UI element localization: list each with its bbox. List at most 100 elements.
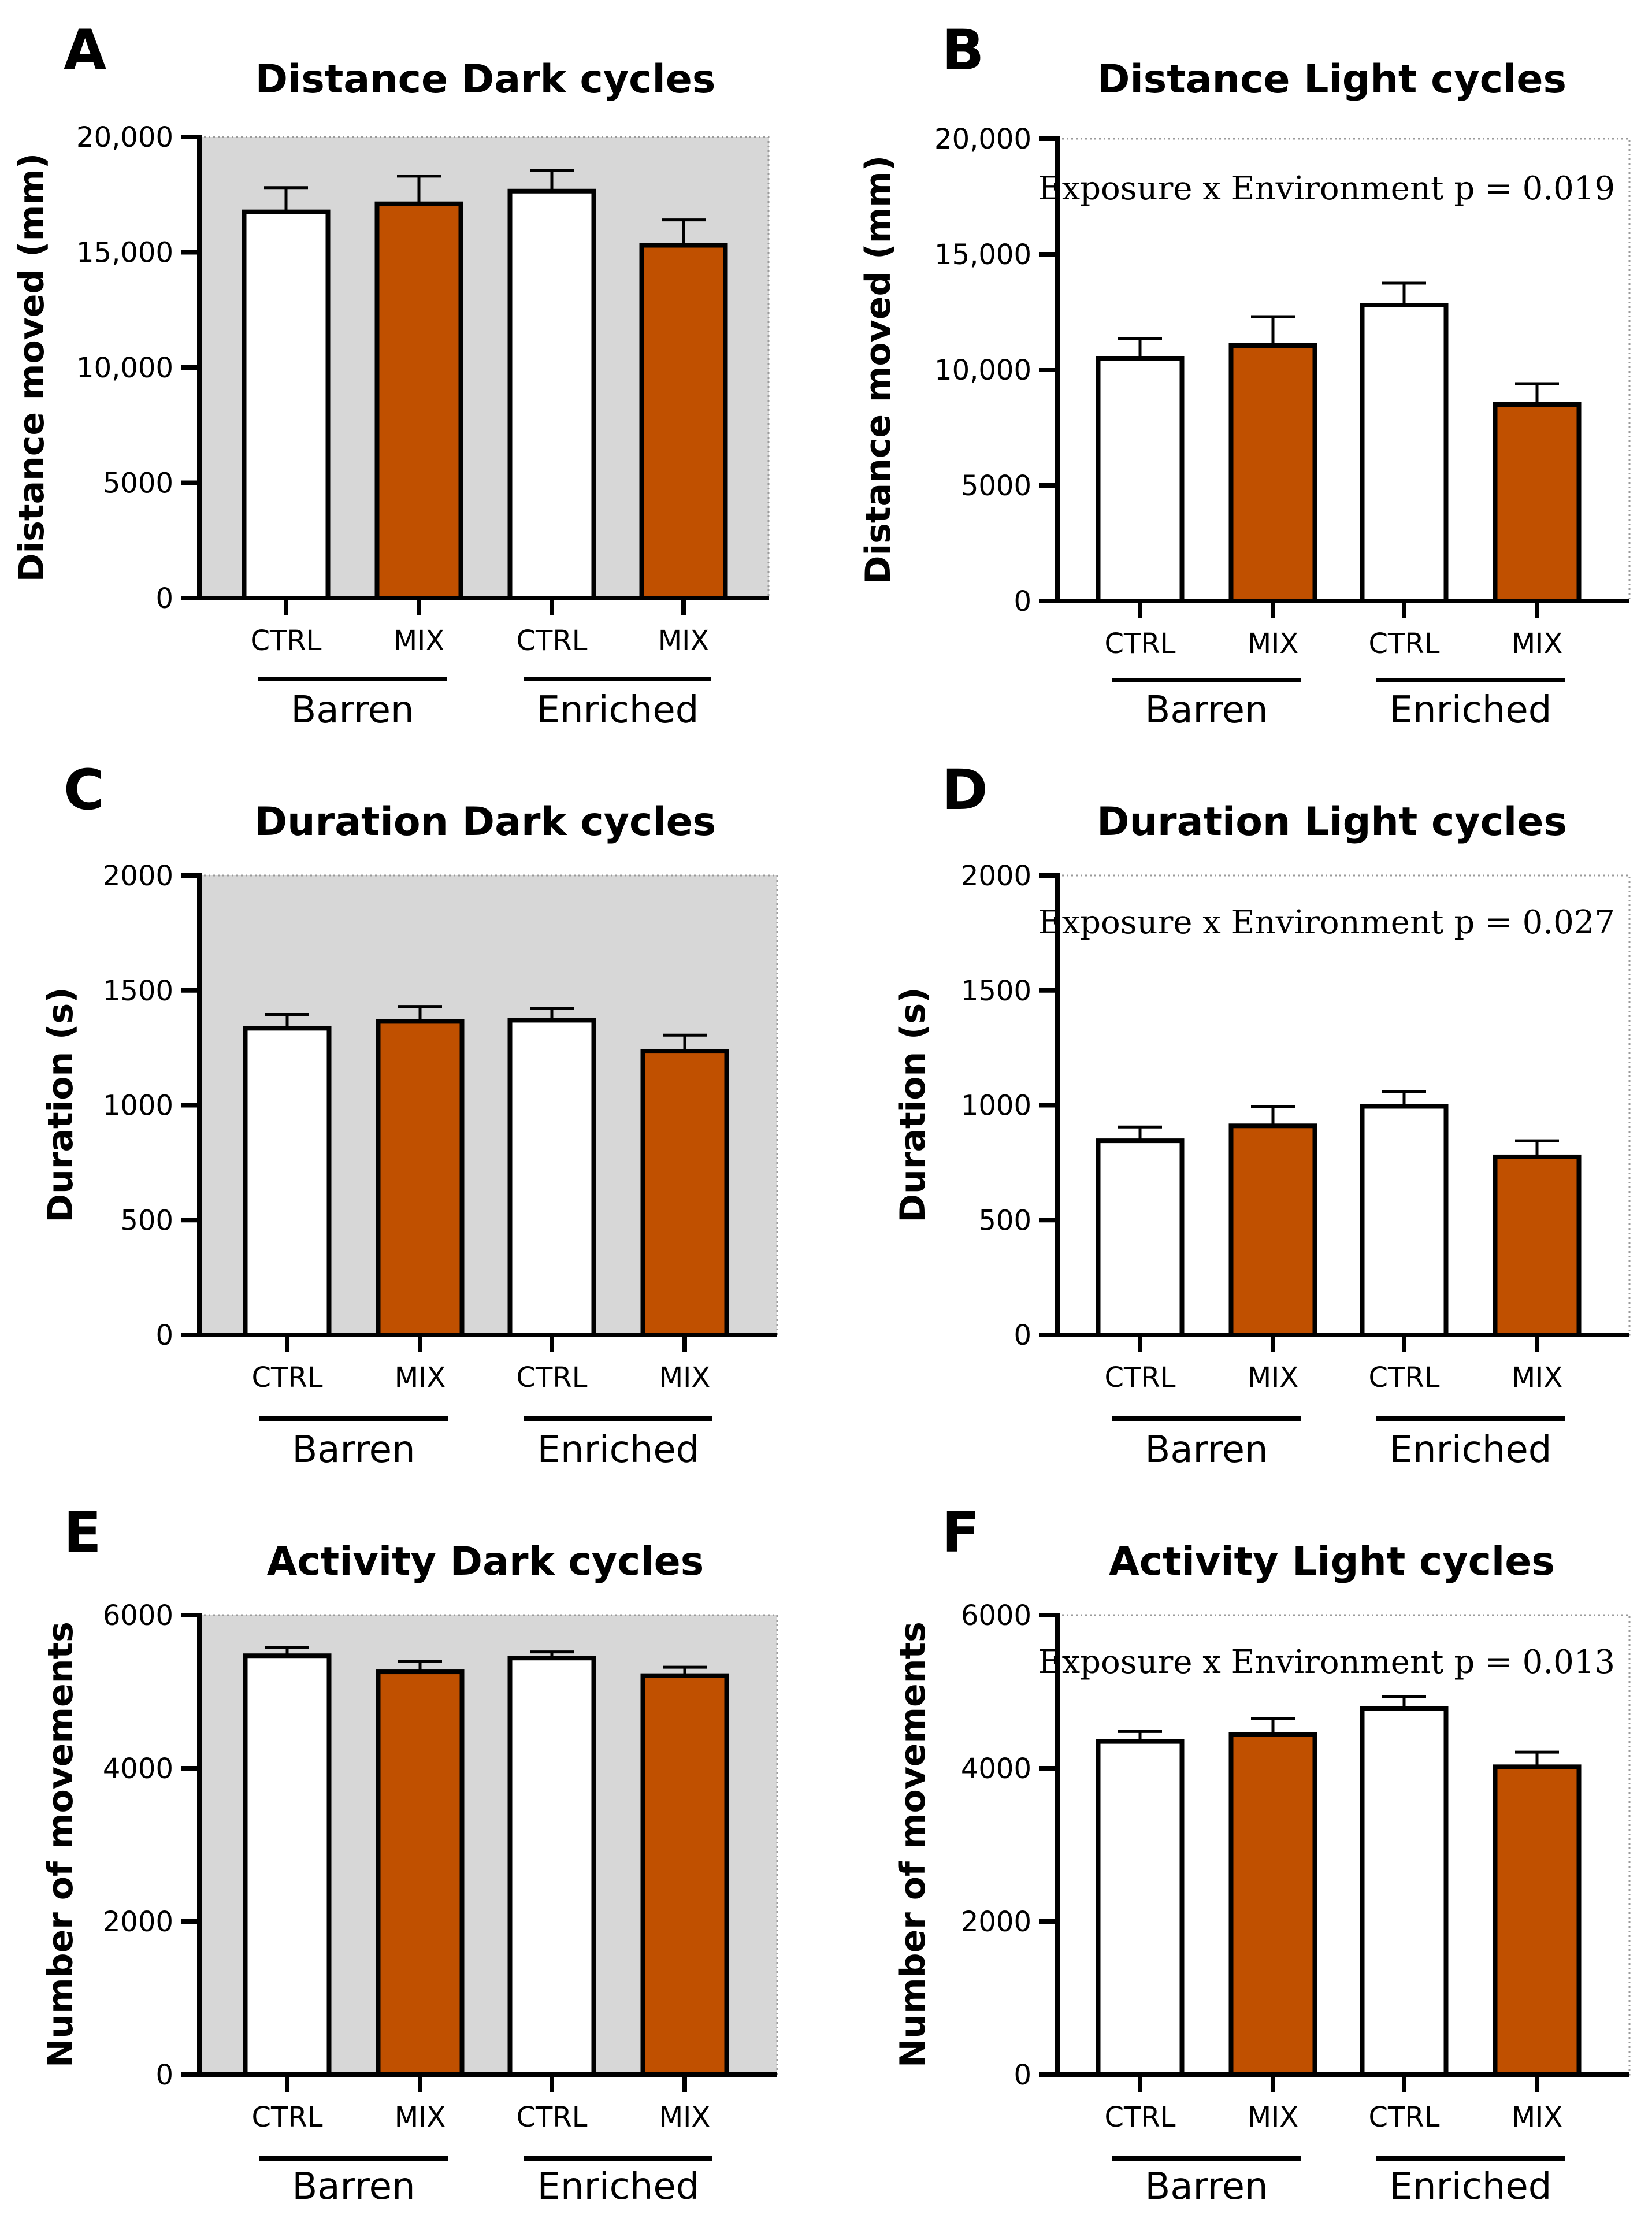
y-tick-label: 0 — [155, 582, 173, 615]
group-label: Barren — [1145, 1429, 1268, 1471]
y-axis-label: Duration (s) — [893, 987, 933, 1222]
chart-title: Distance Dark cycles — [255, 57, 716, 102]
interaction-annotation: Exposure x Environment p = 0.027 — [1038, 904, 1615, 941]
y-axis-label: Duration (s) — [40, 987, 81, 1222]
bar-mix — [640, 1049, 729, 1338]
chart-title: Duration Dark cycles — [255, 799, 717, 845]
y-tick-label: 20,000 — [934, 123, 1031, 155]
chart-title: Distance Light cycles — [1097, 57, 1566, 102]
y-tick-label: 2000 — [961, 860, 1031, 892]
y-tick-label: 10,000 — [934, 354, 1031, 387]
bar-ctrl — [1096, 1739, 1185, 2077]
bar-ctrl — [1096, 1138, 1185, 1338]
category-label: CTRL — [517, 1361, 588, 1394]
bar-ctrl — [507, 1018, 596, 1338]
category-label: MIX — [658, 625, 709, 657]
bar-mix — [1228, 1123, 1317, 1338]
bar-mix — [640, 1673, 729, 2077]
y-axis-label: Number of movements — [893, 1622, 933, 2068]
group-label: Enriched — [1390, 1429, 1552, 1471]
category-label: MIX — [1248, 2101, 1298, 2134]
panel-f: F Activity Light cycles 0 2000 4000 6000 Numbe… — [893, 1500, 1631, 2208]
category-label: MIX — [395, 2101, 446, 2134]
bar-ctrl — [507, 188, 596, 600]
panel-b: B Distance Light cycles 0 5000 10,000 15,000 2… — [858, 18, 1631, 732]
panel-letter: F — [942, 1500, 980, 1565]
y-tick-label: 4000 — [961, 1753, 1031, 1785]
bar-ctrl — [1360, 303, 1449, 603]
interaction-annotation: Exposure x Environment p = 0.019 — [1038, 170, 1615, 207]
y-tick-label: 500 — [978, 1204, 1031, 1237]
group-label: Barren — [1145, 2165, 1268, 2208]
panel-letter: E — [64, 1500, 102, 1565]
category-label: MIX — [393, 625, 444, 657]
category-label: CTRL — [1369, 2101, 1440, 2134]
category-label: CTRL — [252, 1361, 323, 1394]
interaction-annotation: Exposure x Environment p = 0.013 — [1038, 1643, 1615, 1681]
bar-mix — [376, 1019, 465, 1337]
bar-ctrl — [1360, 1706, 1449, 2077]
bar-ctrl — [1096, 356, 1185, 603]
y-tick-label: 1500 — [103, 975, 173, 1007]
y-tick-label: 0 — [155, 2059, 173, 2091]
plot-frame — [198, 136, 770, 599]
bar-mix — [376, 1669, 465, 2077]
category-label: CTRL — [251, 625, 322, 657]
group-label: Enriched — [537, 2165, 700, 2208]
panel-c: C Duration Dark cycles 0 500 1000 1500 2000 Dur… — [40, 758, 778, 1471]
y-tick-label: 1500 — [961, 975, 1031, 1007]
y-tick-label: 6000 — [103, 1600, 173, 1632]
group-label: Enriched — [537, 689, 699, 732]
category-label: MIX — [1248, 1361, 1298, 1394]
bar-mix — [1493, 402, 1582, 603]
y-tick-label: 0 — [155, 1319, 173, 1352]
bar-ctrl — [507, 1656, 596, 2077]
chart-title: Activity Dark cycles — [267, 1539, 704, 1585]
y-tick-label: 1000 — [961, 1090, 1031, 1122]
y-tick-label: 2000 — [103, 860, 173, 892]
y-tick-label: 0 — [1014, 1319, 1031, 1352]
category-label: MIX — [659, 2101, 710, 2134]
y-tick-label: 2000 — [961, 1906, 1031, 1938]
bar-mix — [1228, 1732, 1317, 2077]
y-tick-label: 6000 — [961, 1600, 1031, 1632]
bar-mix — [1228, 343, 1317, 603]
panel-letter: D — [942, 758, 988, 822]
group-label: Barren — [291, 689, 414, 732]
panel-d: D Duration Light cycles 0 500 1000 1500 2000 Du… — [893, 758, 1631, 1471]
category-label: CTRL — [1105, 1361, 1176, 1394]
category-label: CTRL — [1105, 628, 1176, 660]
y-tick-label: 15,000 — [934, 239, 1031, 271]
y-axis-label: Distance moved (mm) — [12, 153, 52, 582]
bar-mix — [639, 243, 728, 600]
panel-letter: C — [64, 758, 104, 822]
bar-mix — [1493, 1154, 1582, 1337]
chart-title: Duration Light cycles — [1097, 799, 1567, 845]
category-label: CTRL — [1105, 2101, 1176, 2134]
category-label: MIX — [395, 1361, 446, 1394]
bar-mix — [1493, 1764, 1582, 2077]
category-label: CTRL — [1369, 1361, 1440, 1394]
panel-letter: B — [942, 18, 984, 83]
y-tick-label: 500 — [120, 1204, 173, 1237]
group-label: Enriched — [1390, 2165, 1552, 2208]
panel-a: A Distance Dark cycles 0 5000 10,000 15,000 20… — [12, 18, 770, 732]
y-axis-label: Distance moved (mm) — [858, 155, 899, 584]
category-label: CTRL — [517, 2101, 588, 2134]
y-tick-label: 15,000 — [76, 237, 173, 269]
y-tick-label: 20,000 — [76, 121, 173, 154]
panel-letter: A — [64, 18, 106, 83]
y-tick-label: 0 — [1014, 585, 1031, 618]
y-tick-label: 5000 — [961, 470, 1031, 502]
bar-ctrl — [243, 1026, 332, 1337]
y-tick-label: 2000 — [103, 1906, 173, 1938]
category-label: MIX — [1248, 628, 1298, 660]
y-tick-label: 1000 — [103, 1090, 173, 1122]
group-label: Barren — [1145, 689, 1268, 732]
y-tick-label: 5000 — [103, 468, 173, 500]
category-label: MIX — [1512, 1361, 1562, 1394]
category-label: MIX — [659, 1361, 710, 1394]
bar-mix — [374, 201, 463, 600]
group-label: Enriched — [1390, 689, 1552, 732]
